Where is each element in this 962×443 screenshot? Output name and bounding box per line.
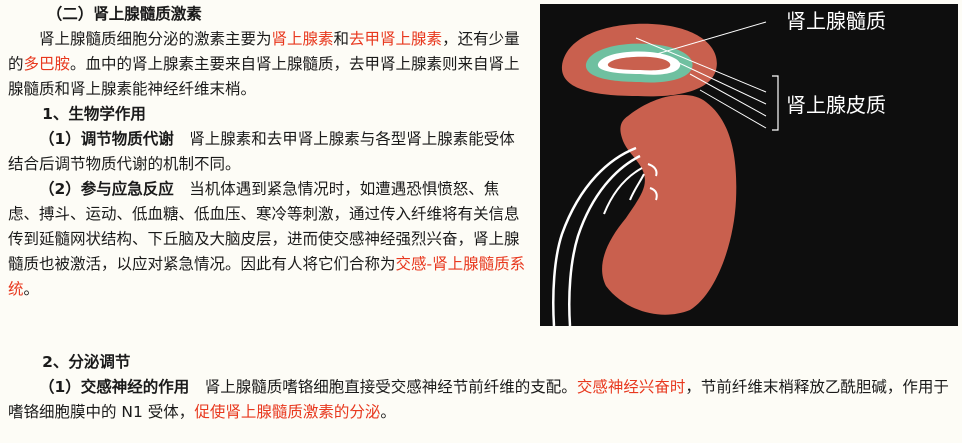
secretion-item-1-head: （1）交感神经的作用: [39, 378, 190, 396]
intro-text-1: 肾上腺髓质细胞分泌的激素主要为: [39, 30, 272, 48]
vessel-line-3: [603, 167, 643, 215]
secretion-item-1: （1）交感神经的作用 肾上腺髓质嗜铬细胞直接受交感神经节前纤维的支配。交感神经兴…: [8, 375, 956, 425]
highlight-dopamine: 多巴胺: [23, 55, 71, 73]
bio-item-2-end: 。: [23, 280, 40, 298]
upper-text-column: （二）肾上腺髓质激素 肾上腺髓质细胞分泌的激素主要为肾上腺素和去甲肾上腺素，还有…: [8, 2, 528, 302]
bio-item-2-text: 当机体遇到紧急情况时，如遭遇恐惧愤怒、焦虑、搏斗、运动、低血糖、低血压、寒冷等刺…: [8, 180, 520, 273]
adrenal-diagram-svg: 肾上腺髓质 肾上腺皮质: [552, 9, 886, 326]
highlight-epinephrine: 肾上腺素: [271, 30, 334, 48]
bio-heading: 1、生物学作用: [42, 105, 146, 123]
vessel-line-2: [568, 154, 641, 326]
cortex-bracket: [772, 75, 779, 131]
label-cortex: 肾上腺皮质: [786, 93, 886, 117]
hilum-vessel-3: [649, 187, 658, 201]
kidney-shape: [602, 94, 737, 315]
vessel-line-1: [552, 146, 637, 326]
secretion-text-3: 。: [380, 403, 396, 421]
highlight-sympathetic-adrenal-system: 交感-肾上腺髓质系统: [8, 255, 526, 298]
bio-item-1: （1）调节物质代谢 肾上腺素和去甲肾上腺素与各型肾上腺素能受体结合后调节物质代谢…: [8, 127, 528, 177]
pointer-line-cortex-3: [689, 73, 767, 117]
bio-item-1-text: 肾上腺素和去甲肾上腺素与各型肾上腺素能受体结合后调节物质代谢的机制不同。: [8, 130, 515, 173]
adrenal-kidney-figure: 肾上腺髓质 肾上腺皮质: [540, 4, 958, 326]
highlight-norepinephrine: 去甲肾上腺素: [349, 30, 443, 48]
section-title: （二）肾上腺髓质激素: [46, 5, 202, 23]
bio-item-2-head: （2）参与应急反应: [39, 180, 174, 198]
intro-text-2: 和: [333, 30, 350, 48]
intro-text-3: ，还有少量的: [8, 30, 520, 73]
pointer-line-cortex-4: [699, 89, 767, 129]
bio-item-2: （2）参与应急反应 当机体遇到紧急情况时，如遭遇恐惧愤怒、焦虑、搏斗、运动、低血…: [8, 177, 528, 302]
intro-paragraph: 肾上腺髓质细胞分泌的激素主要为肾上腺素和去甲肾上腺素，还有少量的多巴胺。血中的肾…: [8, 27, 528, 102]
pointer-line-medulla: [649, 21, 767, 57]
hilum-vessel-2: [647, 163, 658, 177]
intro-text-4: 。血中的肾上腺素主要来自肾上腺髓质，去甲肾上腺素则来自肾上腺髓质和肾上腺素能神经…: [8, 55, 520, 98]
bio-item-1-head: （1）调节物质代谢: [39, 130, 174, 148]
hilum-vessel-1: [629, 173, 645, 201]
pointer-line-cortex-2: [659, 53, 767, 105]
secretion-text-2: ，节前纤维末梢释放乙酰胆碱，作用于嗜铬细胞膜中的 N1 受体，: [8, 378, 949, 421]
highlight-sympathetic-excited: 交感神经兴奋时: [576, 378, 686, 396]
secretion-text-1: 肾上腺髓质嗜铬细胞直接受交感神经节前纤维的支配。: [189, 378, 577, 396]
pointer-line-cortex-1: [635, 37, 767, 93]
secretion-heading: 2、分泌调节: [42, 353, 131, 371]
label-medulla: 肾上腺髓质: [786, 9, 886, 33]
lower-text-block: 2、分泌调节 （1）交感神经的作用 肾上腺髓质嗜铬细胞直接受交感神经节前纤维的支…: [8, 350, 956, 425]
medulla-core: [607, 56, 671, 71]
highlight-promote-secretion: 促使肾上腺髓质激素的分泌: [194, 403, 381, 421]
